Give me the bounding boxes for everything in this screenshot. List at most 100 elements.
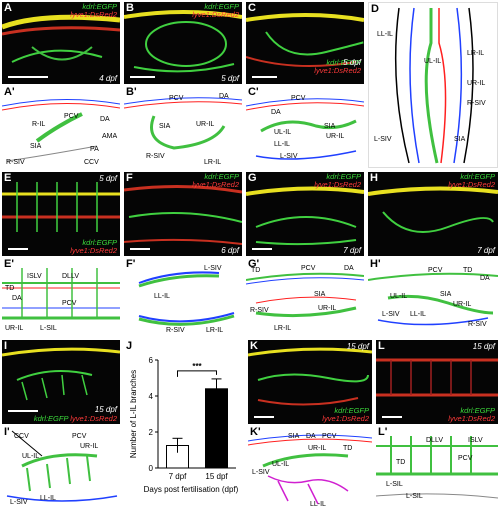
svg-text:PCV: PCV: [458, 455, 473, 462]
svg-text:LL-IL: LL-IL: [310, 501, 326, 508]
svg-text:L-SIL: L-SIL: [386, 481, 403, 488]
svg-text:PCV: PCV: [64, 113, 79, 120]
svg-text:UR-IL: UR-IL: [5, 325, 23, 332]
svg-text:SIA: SIA: [288, 433, 300, 440]
svg-text:LL-IL: LL-IL: [410, 311, 426, 318]
svg-text:LR-IL: LR-IL: [206, 327, 223, 334]
panel-B-image: [124, 10, 242, 73]
panel-G-age: 7 dpf: [343, 246, 361, 255]
svg-text:DA: DA: [100, 116, 110, 123]
svg-text:CCV: CCV: [84, 159, 99, 166]
scale-bar: [252, 248, 272, 250]
panel-A-age: 4 dpf: [99, 74, 117, 83]
panel-F-image: [124, 184, 242, 245]
panel-B-label: B: [126, 2, 134, 14]
svg-text:AMA: AMA: [102, 133, 118, 140]
bar: [205, 388, 228, 469]
svg-text:R-SIV: R-SIV: [250, 307, 269, 314]
svg-text:UR-IL: UR-IL: [196, 121, 214, 128]
y-tick-label: 4: [149, 392, 154, 401]
svg-text:R-IL: R-IL: [32, 121, 45, 128]
svg-text:R-SIV: R-SIV: [6, 159, 25, 166]
panel-C: C kdrl:EGFP lyve1:DsRed2 5 dpf: [246, 2, 364, 84]
svg-text:SIA: SIA: [30, 143, 42, 150]
y-axis-label: Number of L-IL branches: [129, 370, 138, 458]
svg-text:DA: DA: [480, 275, 490, 282]
panel-G-image: [246, 186, 364, 246]
panel-A-legend: kdrl:EGFP lyve1:DsRed2: [70, 2, 117, 19]
svg-text:PCV: PCV: [428, 267, 443, 274]
panel-K-image: [248, 347, 372, 406]
svg-text:UR-IL: UR-IL: [453, 301, 471, 308]
svg-text:R-SIV: R-SIV: [468, 321, 487, 328]
svg-text:PCV: PCV: [169, 95, 184, 102]
svg-text:DLLV: DLLV: [426, 437, 443, 444]
panel-D-label: D: [371, 3, 379, 15]
svg-text:R-SIV: R-SIV: [467, 100, 486, 107]
svg-text:PCV: PCV: [291, 95, 306, 102]
panel-K: K 15 dpf kdrl:EGFP lyve1:DsRed2: [248, 340, 372, 424]
panel-F-age: 6 dpf: [221, 246, 239, 255]
panel-K-prime-diagram: SIA DA PCV UR-IL TD UL-IL L-SIV LL-IL: [248, 433, 372, 508]
svg-text:TD: TD: [251, 267, 260, 274]
svg-text:DA: DA: [219, 93, 229, 100]
panel-J-label: J: [126, 340, 133, 352]
svg-text:L-SIV: L-SIV: [252, 469, 270, 476]
svg-text:L-SIL: L-SIL: [40, 325, 57, 332]
svg-text:SIA: SIA: [314, 291, 326, 298]
svg-text:DA: DA: [344, 265, 354, 272]
panel-A-prime-label: A': [4, 86, 15, 98]
scale-bar: [382, 416, 402, 418]
svg-text:PCV: PCV: [62, 300, 77, 307]
svg-text:UR-IL: UR-IL: [467, 80, 485, 87]
panel-L-image: [376, 358, 498, 397]
panel-E-legend: kdrl:EGFP lyve1:DsRed2: [70, 238, 117, 255]
panel-H-prime-diagram: PCV TD DA UL-IL SIA UR-IL L-SIV LL-IL R-…: [368, 267, 498, 328]
panel-L-prime-label: L': [378, 426, 388, 438]
panel-I-prime-label: I': [4, 426, 10, 438]
significance-bracket: [177, 370, 217, 377]
svg-text:LL-IL: LL-IL: [274, 141, 290, 148]
svg-text:R-SIV: R-SIV: [146, 153, 165, 160]
panel-F-prime: L-SIV LL-IL R-SIV LR-IL F': [124, 258, 242, 338]
panel-E-age: 5 dpf: [99, 174, 117, 183]
scale-bar: [130, 76, 155, 78]
scale-bar: [130, 248, 150, 250]
panel-F: F kdrl:EGFP lyve1:DsRed2 6 dpf: [124, 172, 242, 256]
panel-D: LL-IL UL-IL LR-IL UR-IL R-SIV L-SIV SIA …: [368, 2, 498, 168]
panel-E-label: E: [4, 172, 12, 184]
panel-I-label: I: [4, 340, 8, 352]
svg-text:DA: DA: [271, 109, 281, 116]
svg-text:UL-IL: UL-IL: [424, 58, 441, 65]
scale-bar: [254, 416, 274, 418]
panel-G-prime: TD PCV DA SIA R-SIV UR-IL LR-IL G': [246, 258, 364, 338]
panel-E: E 5 dpf kdrl:EGFP lyve1:DsRed2: [2, 172, 120, 256]
panel-A-prime-diagram: PCV DA R-IL AMA SIA PA R-SIV CCV: [2, 98, 120, 166]
svg-text:CCV: CCV: [14, 433, 29, 440]
panel-I-prime-diagram: CCV UL-IL PCV UR-IL L-SIV LL-IL: [6, 430, 118, 506]
svg-text:UL-IL: UL-IL: [390, 293, 407, 300]
svg-text:UL-IL: UL-IL: [272, 461, 289, 468]
svg-text:SIA: SIA: [324, 123, 336, 130]
panel-A-image: [2, 14, 120, 63]
panel-K-prime-label: K': [250, 426, 261, 438]
svg-text:PA: PA: [90, 146, 99, 153]
svg-text:DA: DA: [12, 295, 22, 302]
svg-text:ISLV: ISLV: [27, 273, 42, 280]
panel-B-prime-diagram: PCV DA SIA UR-IL R-SIV LR-IL: [124, 93, 242, 166]
panel-H-age: 7 dpf: [477, 246, 495, 255]
panel-B-prime: PCV DA SIA UR-IL R-SIV LR-IL B': [124, 86, 242, 168]
scale-bar: [8, 76, 48, 78]
svg-text:LR-IL: LR-IL: [467, 50, 484, 57]
svg-text:TD: TD: [343, 445, 352, 452]
svg-text:UL-IL: UL-IL: [274, 129, 291, 136]
panel-C-prime-diagram: PCV DA UL-IL SIA UR-IL LL-IL L-SIV: [246, 95, 364, 160]
panel-K-legend: kdrl:EGFP lyve1:DsRed2: [322, 406, 369, 423]
panel-I: I 15 dpf kdrl:EGFP lyve1:DsRed2: [2, 340, 120, 424]
panel-L-age: 15 dpf: [472, 342, 495, 351]
svg-text:LL-IL: LL-IL: [154, 293, 170, 300]
panel-D-diagram: LL-IL UL-IL LR-IL UR-IL R-SIV L-SIV SIA: [374, 7, 486, 164]
svg-text:UL-IL: UL-IL: [22, 453, 39, 460]
panel-G-prime-label: G': [248, 258, 260, 270]
svg-text:L-SIV: L-SIV: [280, 153, 298, 160]
